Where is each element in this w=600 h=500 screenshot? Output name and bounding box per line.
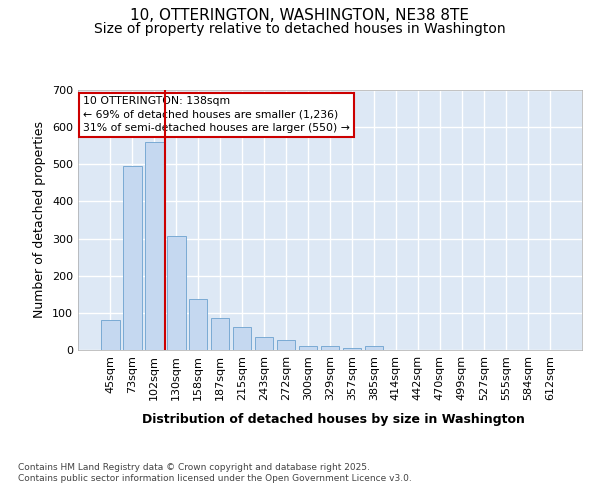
Bar [211, 318, 229, 350]
Bar [365, 346, 383, 350]
Bar [167, 236, 185, 350]
Text: 10, OTTERINGTON, WASHINGTON, NE38 8TE: 10, OTTERINGTON, WASHINGTON, NE38 8TE [131, 8, 470, 22]
Bar [299, 346, 317, 350]
Text: Contains HM Land Registry data © Crown copyright and database right 2025.: Contains HM Land Registry data © Crown c… [18, 462, 370, 471]
Bar [343, 348, 361, 350]
Bar [233, 326, 251, 350]
Text: 10 OTTERINGTON: 138sqm
← 69% of detached houses are smaller (1,236)
31% of semi-: 10 OTTERINGTON: 138sqm ← 69% of detached… [83, 96, 350, 133]
Bar [101, 320, 119, 350]
Bar [145, 142, 164, 350]
Text: Contains public sector information licensed under the Open Government Licence v3: Contains public sector information licen… [18, 474, 412, 483]
Bar [320, 346, 340, 350]
Bar [277, 340, 295, 350]
Bar [189, 298, 208, 350]
Y-axis label: Number of detached properties: Number of detached properties [34, 122, 46, 318]
Bar [255, 336, 274, 350]
Text: Size of property relative to detached houses in Washington: Size of property relative to detached ho… [94, 22, 506, 36]
Bar [123, 166, 142, 350]
Text: Distribution of detached houses by size in Washington: Distribution of detached houses by size … [142, 412, 524, 426]
